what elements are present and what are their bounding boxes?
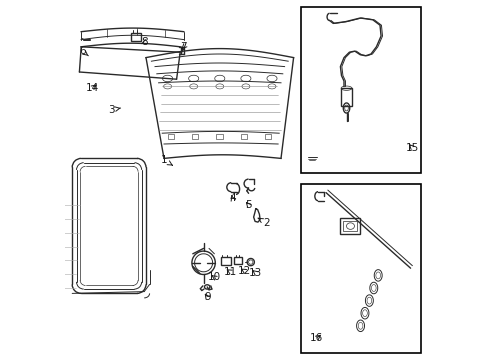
Bar	[301, 184, 421, 353]
Text: 6: 6	[79, 46, 88, 56]
Text: 11: 11	[224, 267, 237, 277]
Bar	[168, 134, 174, 139]
Text: 10: 10	[208, 272, 221, 282]
Text: 9: 9	[204, 292, 211, 302]
Text: 2: 2	[258, 218, 270, 228]
Bar	[192, 134, 198, 139]
Text: 4: 4	[229, 193, 236, 203]
Text: 14: 14	[85, 83, 98, 93]
Bar	[234, 257, 242, 264]
Bar	[220, 257, 231, 265]
Text: 8: 8	[141, 37, 147, 48]
Text: 3: 3	[108, 105, 121, 115]
Bar	[241, 134, 247, 139]
Text: 5: 5	[245, 200, 252, 210]
Text: 1: 1	[161, 155, 172, 165]
Bar	[341, 88, 352, 106]
Bar	[265, 134, 271, 139]
Bar	[343, 221, 357, 231]
Text: 7: 7	[180, 42, 187, 52]
Text: 12: 12	[238, 266, 251, 276]
Bar	[341, 218, 360, 234]
Bar	[216, 134, 222, 139]
Text: 15: 15	[406, 143, 419, 153]
Bar	[301, 7, 421, 173]
Text: 13: 13	[249, 268, 263, 278]
Bar	[131, 33, 141, 41]
Text: 16: 16	[310, 333, 323, 343]
